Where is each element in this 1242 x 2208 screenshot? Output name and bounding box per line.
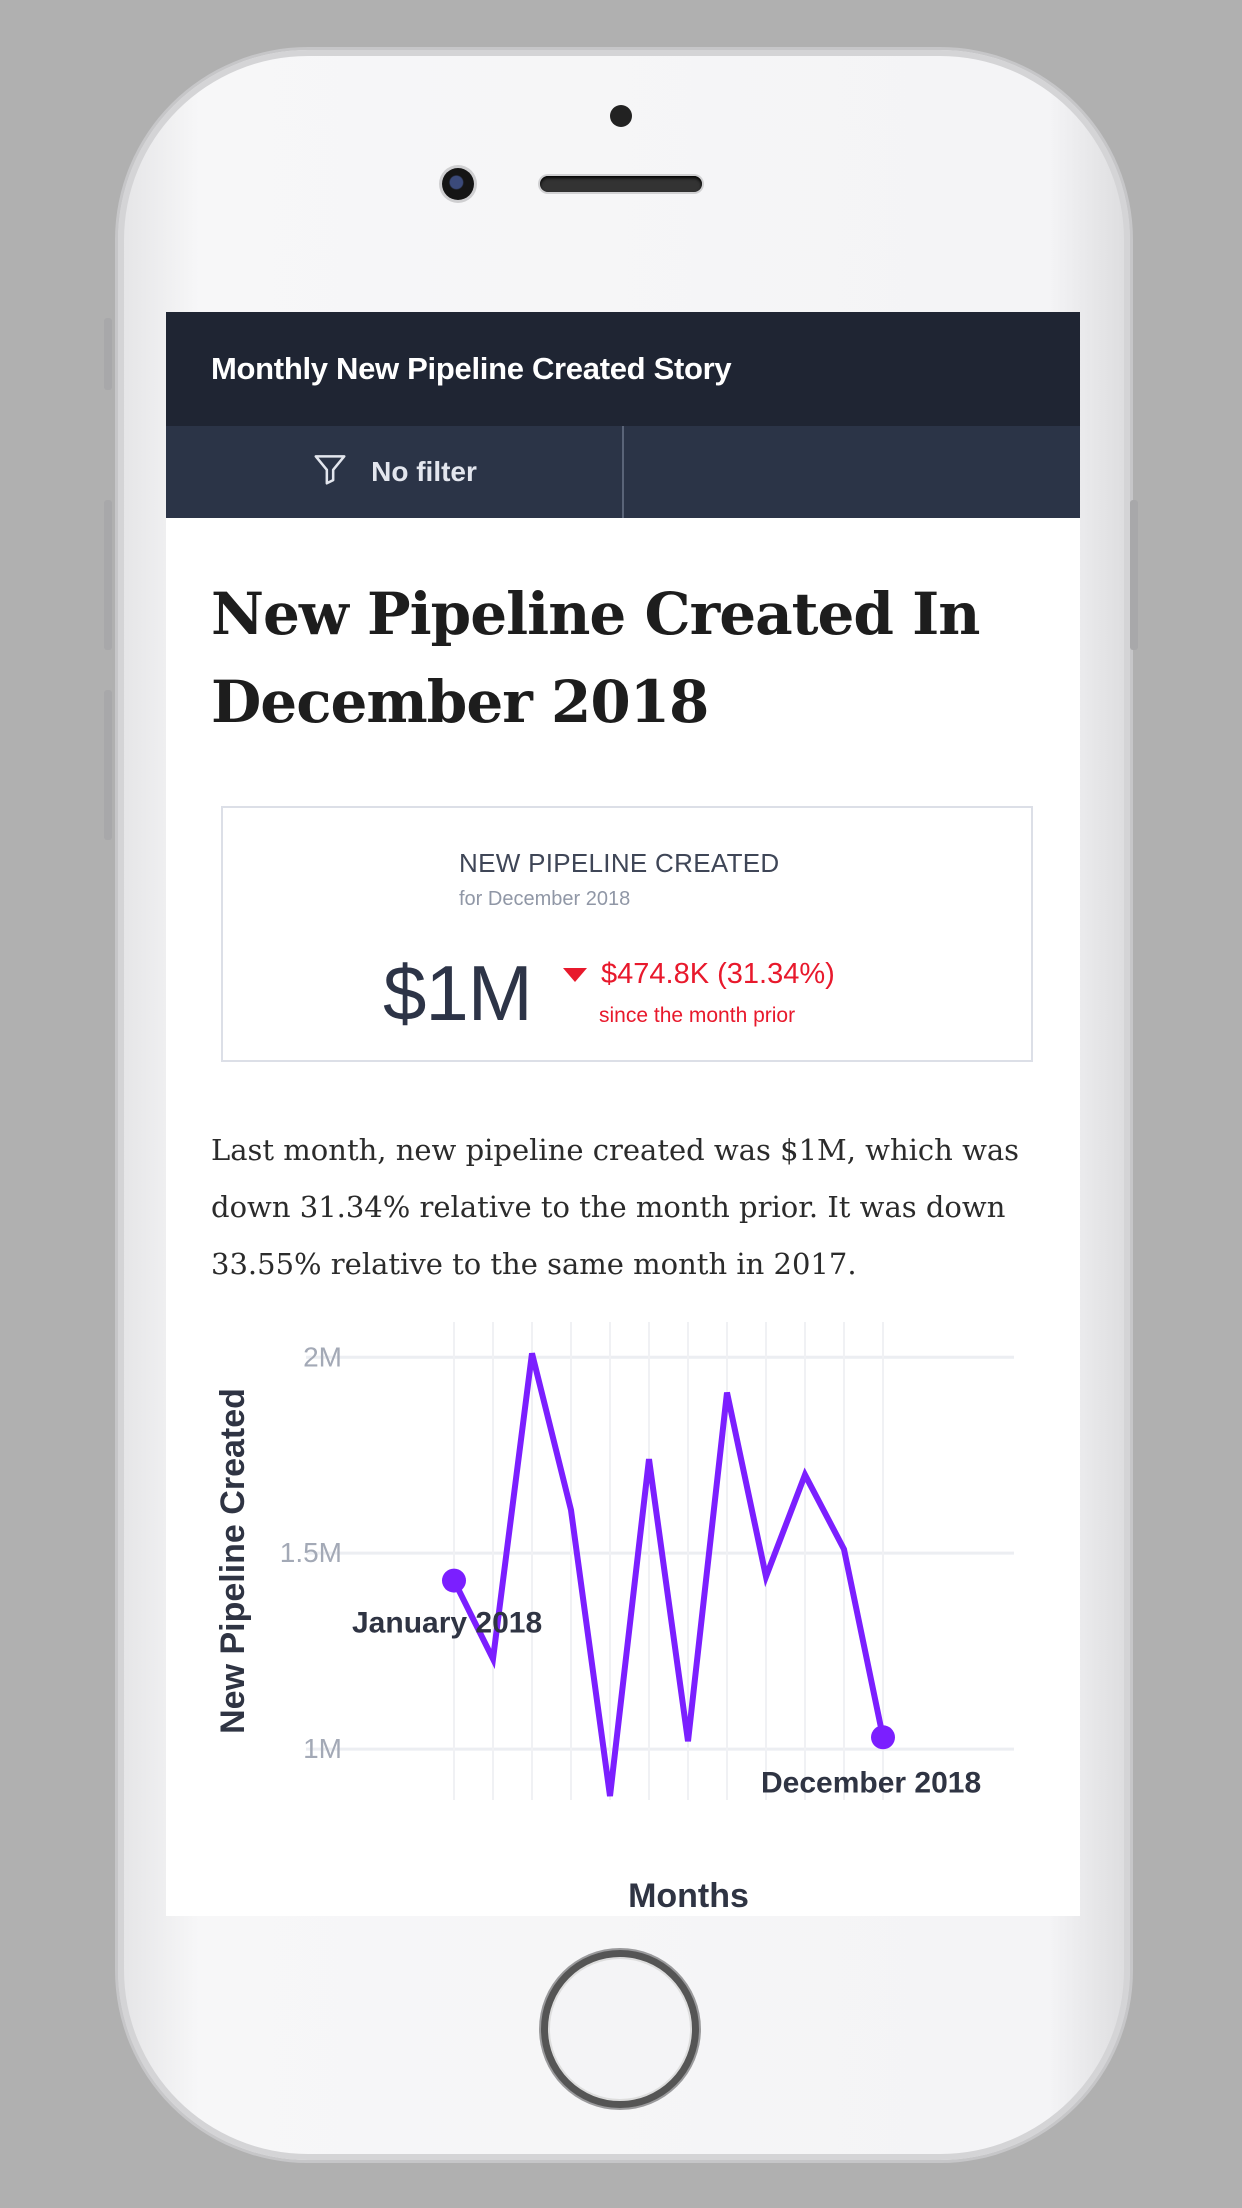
kpi-title: NEW PIPELINE CREATED	[459, 848, 780, 878]
y-axis-label: New Pipeline Created	[214, 1388, 252, 1734]
y-tick-label: 1M	[303, 1733, 342, 1764]
start-annotation-label: January 2018	[352, 1607, 542, 1640]
home-button[interactable]	[541, 1950, 699, 2108]
proximity-sensor	[610, 105, 632, 127]
power-button	[1130, 500, 1138, 650]
start-point-marker	[442, 1568, 466, 1593]
y-tick-label: 2M	[303, 1341, 342, 1372]
kpi-card: NEW PIPELINE CREATED for December 2018 $…	[221, 806, 1033, 1062]
app-header: Monthly New Pipeline Created Story	[166, 312, 1080, 426]
filter-label: No filter	[371, 456, 477, 487]
story-narrative: Last month, new pipeline created was $1M…	[211, 1133, 1020, 1281]
funnel-icon	[311, 450, 349, 495]
filter-bar: No filter	[166, 426, 1080, 518]
page-title: Monthly New Pipeline Created Story	[211, 351, 732, 386]
kpi-delta: $474.8K (31.34%)	[563, 958, 835, 991]
volume-down-button	[104, 690, 112, 840]
kpi-subtitle: for December 2018	[459, 888, 631, 910]
earpiece-speaker	[540, 176, 702, 192]
story-headline: New Pipeline Created In December 2018	[211, 580, 980, 736]
app-screen: Monthly New Pipeline Created Story No fi…	[166, 312, 1080, 1916]
mute-switch	[104, 318, 112, 390]
kpi-delta-value: $474.8K (31.34%)	[601, 958, 835, 990]
down-arrow-icon	[563, 967, 587, 982]
kpi-value: $1M	[383, 949, 533, 1037]
pipeline-line-chart: 2M 1.5M 1M New Pipeline Created Months Januar…	[214, 1322, 1014, 1915]
x-axis-label: Months	[628, 1877, 749, 1915]
volume-up-button	[104, 500, 112, 650]
kpi-delta-note: since the month prior	[599, 1004, 796, 1027]
series-line	[451, 1352, 886, 1797]
end-annotation-label: December 2018	[761, 1766, 981, 1799]
y-tick-label: 1.5M	[280, 1537, 342, 1568]
story-content: New Pipeline Created In December 2018 NE…	[166, 570, 1080, 1293]
front-camera	[442, 168, 474, 200]
end-point-marker	[871, 1725, 895, 1750]
filter-button[interactable]: No filter	[166, 426, 624, 518]
